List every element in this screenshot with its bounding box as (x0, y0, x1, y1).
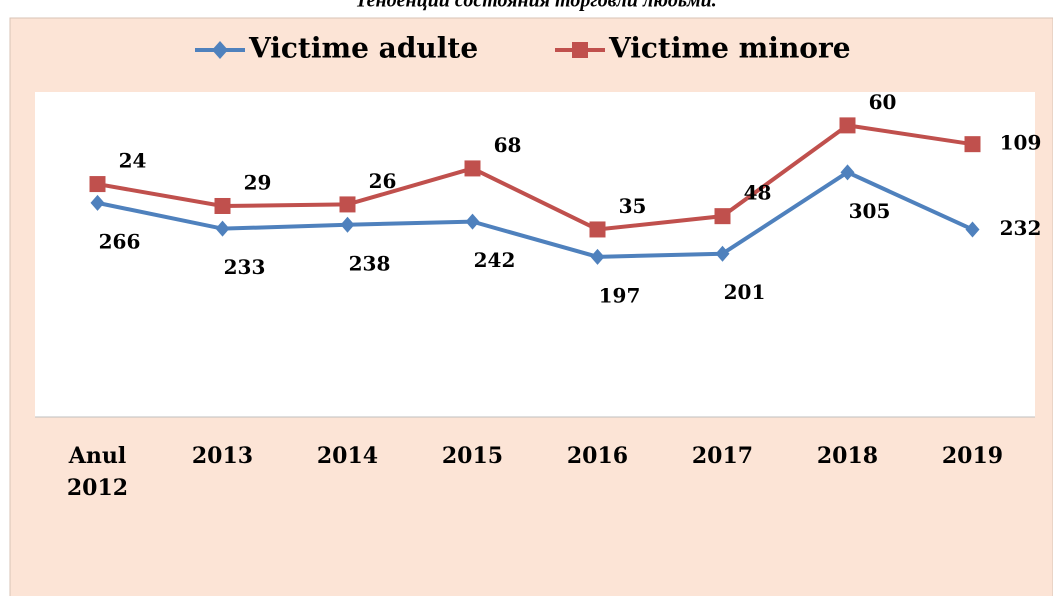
data-label: 232 (1000, 216, 1042, 240)
legend-label: Victime minore (608, 32, 851, 65)
legend-marker (572, 42, 588, 58)
data-label: 29 (244, 170, 272, 194)
data-label: 68 (494, 133, 522, 157)
marker (839, 117, 856, 134)
x-tick-label: Anul 2012 (66, 443, 129, 501)
data-label: 48 (744, 181, 772, 205)
data-label: 24 (119, 149, 147, 173)
data-label: 35 (619, 194, 647, 218)
data-label: 266 (99, 229, 141, 253)
marker (715, 245, 730, 262)
marker (714, 208, 731, 225)
data-label: 26 (369, 169, 397, 193)
data-label: 305 (849, 199, 891, 223)
chart-title: Тенденции состояния торговли людьми. (355, 0, 717, 12)
marker (339, 196, 356, 213)
x-tick-label: 2017 (691, 443, 754, 469)
marker (465, 213, 480, 230)
marker (90, 194, 105, 211)
data-label: 197 (599, 283, 641, 307)
data-label: 242 (474, 248, 516, 272)
marker (590, 248, 605, 265)
series-line (97, 170, 974, 259)
x-tick-label: 2018 (816, 443, 879, 469)
x-tick-label: 2016 (566, 443, 629, 469)
data-label: 109 (1000, 131, 1042, 155)
marker (214, 197, 231, 214)
data-label: 233 (224, 255, 266, 279)
x-tick-label: 2015 (441, 443, 504, 469)
marker (964, 136, 981, 153)
x-tick-label: 2019 (941, 443, 1004, 469)
data-label: 60 (869, 90, 897, 114)
data-label: 238 (349, 251, 391, 275)
legend-marker (212, 41, 228, 59)
marker (965, 221, 980, 238)
marker (89, 176, 106, 193)
marker (464, 160, 481, 177)
plot-area (35, 92, 1035, 417)
marker (840, 164, 855, 181)
marker (589, 221, 606, 238)
legend-label: Victime adulte (248, 32, 478, 65)
x-tick-label: 2014 (316, 443, 379, 469)
data-label: 201 (724, 280, 766, 304)
x-tick-label: 2013 (191, 443, 254, 469)
marker (215, 220, 230, 237)
series-line (97, 123, 973, 232)
marker (340, 216, 355, 233)
